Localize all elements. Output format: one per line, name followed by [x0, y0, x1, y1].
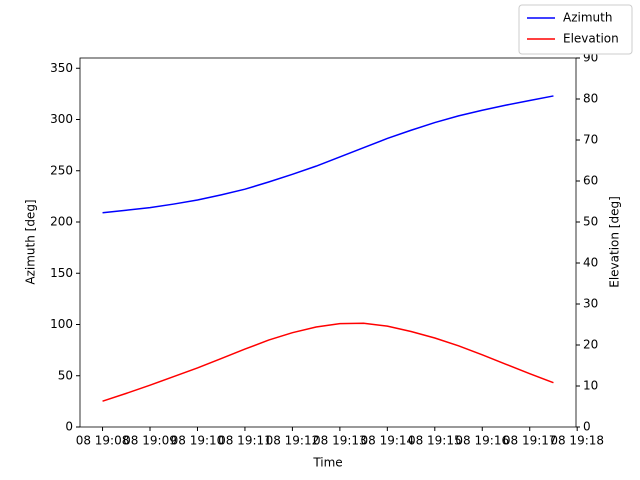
x-tick-label: 08 19:15 — [408, 434, 462, 448]
y-tick-label: 250 — [50, 163, 73, 177]
y2-tick-label: 70 — [583, 133, 598, 147]
plot-frame — [79, 57, 577, 428]
y-tick-label: 100 — [50, 317, 73, 331]
y2-tick-label: 30 — [583, 297, 598, 311]
x-tick-label: 08 19:09 — [123, 434, 177, 448]
x-tick-label: 08 19:10 — [171, 434, 225, 448]
x-tick-label: 08 19:18 — [550, 434, 604, 448]
legend-label: Azimuth — [563, 11, 612, 25]
x-tick-label: 08 19:11 — [218, 434, 272, 448]
y2-tick-label: 20 — [583, 338, 598, 352]
y2-tick-label: 60 — [583, 174, 598, 188]
x-tick-label: 08 19:14 — [360, 434, 414, 448]
y-tick-label: 50 — [58, 368, 73, 382]
series-line — [102, 322, 554, 402]
y2-tick-label: 0 — [583, 420, 591, 434]
y-tick-label: 0 — [65, 420, 73, 434]
y2-tick-label: 10 — [583, 379, 598, 393]
x-tick-label: 08 19:16 — [455, 434, 509, 448]
x-tick-label: 08 19:12 — [266, 434, 320, 448]
y-tick-label: 200 — [50, 215, 73, 229]
y-tick-label: 150 — [50, 266, 73, 280]
x-tick-label: 08 19:13 — [313, 434, 367, 448]
y-axis-label: Azimuth [deg] — [24, 199, 38, 284]
y2-axis-label: Elevation [deg] — [608, 196, 622, 288]
legend-label: Elevation — [563, 32, 619, 46]
y-tick-label: 300 — [50, 112, 73, 126]
y2-tick-label: 50 — [583, 215, 598, 229]
y2-tick-label: 40 — [583, 256, 598, 270]
series-line — [102, 95, 554, 214]
x-tick-label: 08 19:08 — [76, 434, 130, 448]
x-tick-label: 08 19:17 — [503, 434, 557, 448]
y2-tick-label: 80 — [583, 92, 598, 106]
x-axis-label: Time — [312, 456, 342, 470]
y-tick-label: 350 — [50, 61, 73, 75]
